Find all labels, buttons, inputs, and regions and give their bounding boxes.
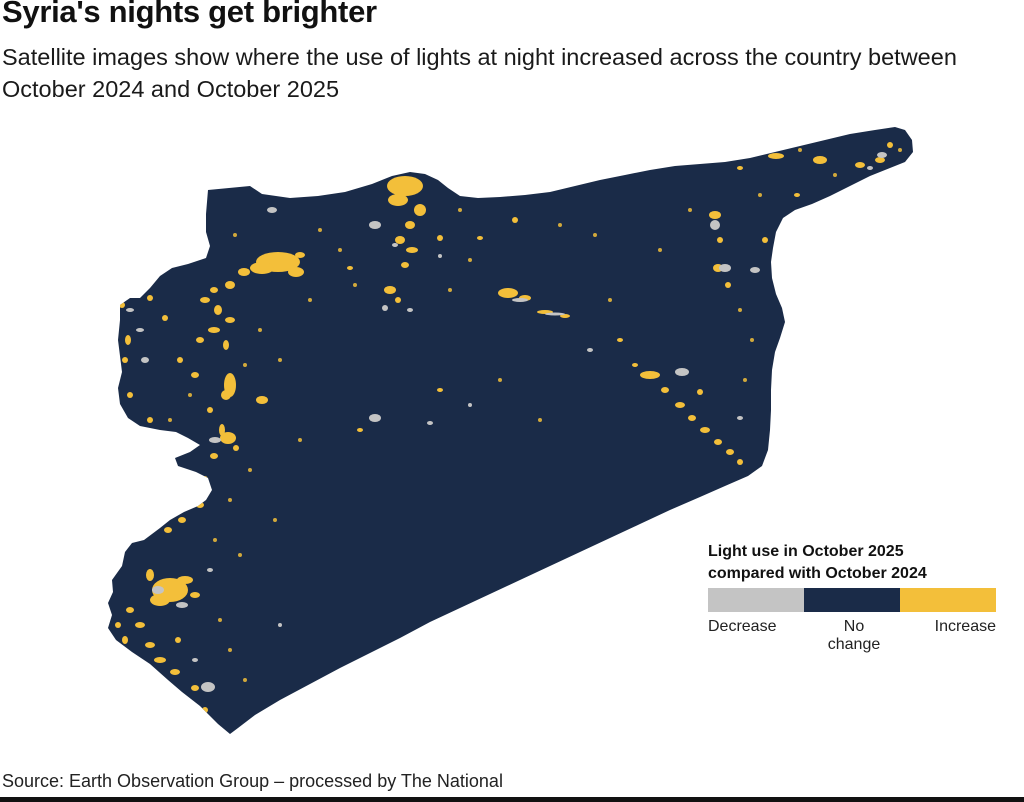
legend-label-no-change: No change: [818, 618, 890, 654]
increase-scatter: [118, 148, 902, 682]
legend-label-increase: Increase: [934, 618, 996, 635]
legend-color-bar: [708, 588, 996, 612]
legend-label-decrease: Decrease: [708, 618, 777, 635]
chart-subtitle: Satellite images show where the use of l…: [2, 44, 957, 102]
legend-swatch-increase: [900, 588, 996, 612]
legend-label-no-change-line1: No: [843, 618, 865, 635]
increase-areas: [115, 142, 893, 713]
legend-title-line1: Light use in October 2025: [708, 543, 904, 560]
legend-title-line2: compared with October 2024: [708, 565, 927, 582]
source-note: Source: Earth Observation Group – proces…: [2, 771, 503, 791]
light-change-layer: [115, 142, 902, 713]
legend-labels: Decrease No change Increase: [708, 618, 998, 662]
bottom-rule: [0, 797, 1024, 802]
decrease-areas: [126, 152, 887, 692]
chart-title: Syria's nights get brighter: [2, 0, 377, 29]
syria-night-lights-map: [108, 127, 913, 734]
legend: Light use in October 2025 compared with …: [708, 541, 998, 662]
legend-swatch-no-change: [804, 588, 900, 612]
country-outline: [108, 127, 913, 734]
legend-label-no-change-line2: change: [827, 636, 881, 653]
legend-swatch-decrease: [708, 588, 804, 612]
